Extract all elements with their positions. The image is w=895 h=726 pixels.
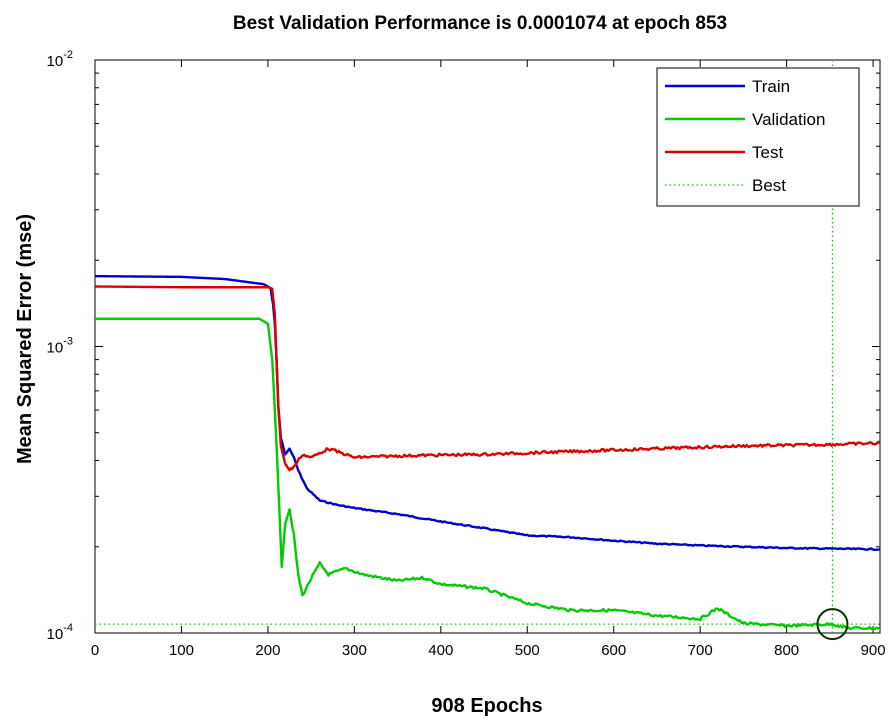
x-tick-label: 900 (861, 642, 886, 659)
series-line-train (95, 274, 880, 551)
x-tick-label: 200 (255, 642, 280, 659)
x-tick-label: 700 (688, 642, 713, 659)
chart-title: Best Validation Performance is 0.0001074… (233, 13, 727, 34)
legend-box (656, 67, 860, 207)
x-tick-label: 100 (169, 642, 194, 659)
legend-label-best: Best (752, 176, 786, 195)
x-tick-label: 400 (428, 642, 453, 659)
legend-label-test: Test (752, 143, 783, 162)
y-axis-label: Mean Squared Error (mse) (14, 214, 36, 464)
legend-label-train: Train (752, 77, 790, 96)
x-tick-label: 300 (342, 642, 367, 659)
x-tick-label: 500 (515, 642, 540, 659)
series-line-test (95, 285, 880, 472)
plot-area: 0 100 200 300 400 500 600 700 800 90010-410-310-2… (47, 49, 886, 659)
series-line-validation (95, 317, 880, 631)
x-tick-label: 600 (601, 642, 626, 659)
best-point-marker (816, 608, 849, 641)
x-tick-label: 800 (774, 642, 799, 659)
x-axis-label: 908 Epochs (431, 695, 542, 717)
x-tick-label: 0 (91, 642, 99, 659)
legend-label-validation: Validation (752, 110, 825, 129)
